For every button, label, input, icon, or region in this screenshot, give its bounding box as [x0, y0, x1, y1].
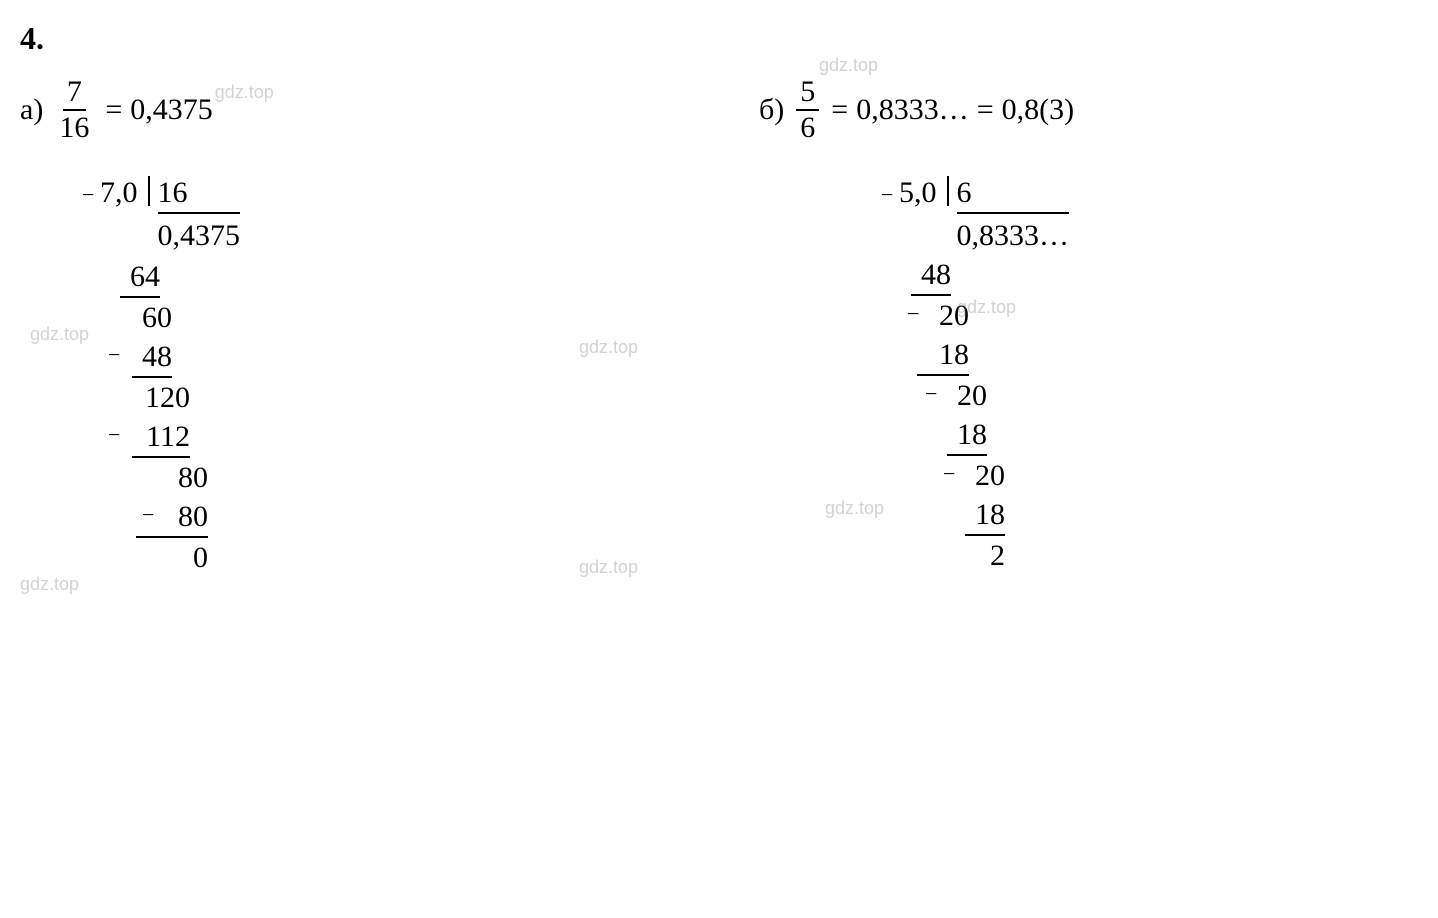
step-sub: 48	[911, 255, 951, 296]
watermark: gdz.top	[825, 497, 884, 520]
steps-a: 64 60	[100, 257, 160, 337]
result-b2: 0,8(3)	[1002, 93, 1074, 127]
step-group: 18	[899, 335, 969, 376]
divisor-block-a: 16 0,4375	[148, 173, 241, 255]
step-sub: 112	[132, 417, 190, 458]
minus-icon: −	[108, 341, 120, 370]
part-b-label: б)	[759, 93, 784, 127]
watermark: gdz.top	[30, 323, 89, 346]
minus-icon: −	[881, 181, 893, 210]
step-final: 2	[899, 536, 1005, 575]
ld-head-a: 7,0 16 0,4375	[100, 173, 679, 255]
result-a: 0,4375	[130, 93, 213, 127]
divisor-block-b: 6 0,8333…	[947, 173, 1070, 255]
fraction-a: 7 16	[55, 77, 93, 143]
result-b1: 0,8333…	[856, 93, 969, 127]
fraction-a-den: 16	[55, 111, 93, 143]
step-sub: 18	[965, 495, 1005, 536]
step-group: gdz.top 18	[899, 495, 1005, 536]
step-sub: 18	[917, 335, 969, 376]
equation-a: а) 7 16 = 0,4375 gdz.top	[20, 77, 679, 143]
long-division-b: − 5,0 6 0,8333… 48 − 20 gdz.top 18	[899, 173, 1418, 575]
long-division-a: − 7,0 16 0,4375 64 60 gdz.top −	[100, 173, 679, 577]
step-bring: 120	[100, 378, 190, 417]
equals-b2: =	[977, 93, 994, 127]
vbar-icon	[947, 176, 949, 206]
step-group: − 112	[100, 417, 190, 458]
step-final: 0	[100, 538, 208, 577]
step-group: − 48	[100, 337, 172, 378]
divisor-a: 16	[158, 173, 241, 214]
step-group: − 80	[100, 497, 208, 538]
bring-val: 20	[957, 379, 987, 412]
quotient-b: 0,8333…	[957, 216, 1070, 255]
step-bring: − 20	[899, 376, 987, 415]
quotient-a: 0,4375	[158, 216, 241, 255]
dividend-b: 5,0	[899, 173, 947, 212]
watermark: gdz.top	[819, 55, 878, 76]
fraction-b-den: 6	[796, 111, 819, 143]
minus-icon: −	[943, 460, 955, 489]
step-group: 48	[899, 255, 951, 296]
equation-b: б) 5 6 = 0,8333… = 0,8(3)	[759, 77, 1418, 143]
vbar-icon	[148, 176, 150, 206]
minus-icon: −	[907, 300, 919, 329]
bring-val: 20	[939, 299, 969, 332]
equals-a: =	[105, 93, 122, 127]
step-group: 18	[899, 415, 987, 456]
equals-b1: =	[831, 93, 848, 127]
fraction-b: 5 6	[796, 77, 819, 143]
part-a-label: а)	[20, 93, 43, 127]
divisor-b: 6	[957, 173, 1070, 214]
minus-icon: −	[108, 421, 120, 450]
step-sub: 18	[947, 415, 987, 456]
step-bring: 60	[142, 301, 172, 334]
minus-icon: −	[82, 181, 94, 210]
step-bring: − 20	[899, 456, 1005, 495]
fraction-b-num: 5	[796, 77, 819, 111]
dividend-a: 7,0	[100, 173, 148, 212]
watermark: gdz.top	[215, 82, 274, 103]
problem-number: 4.	[20, 20, 1418, 57]
step-bring: − 20 gdz.top	[899, 296, 969, 335]
minus-icon: −	[142, 501, 154, 530]
watermark: gdz.top	[20, 573, 79, 596]
step-bring: 80	[100, 458, 208, 497]
ld-head-b: 5,0 6 0,8333…	[899, 173, 1418, 255]
step-sub: 48	[132, 337, 172, 378]
fraction-a-num: 7	[63, 77, 86, 111]
column-a: а) 7 16 = 0,4375 gdz.top − 7,0 16 0,4375	[20, 77, 679, 577]
minus-icon: −	[925, 380, 937, 409]
step-sub: 64	[120, 257, 160, 298]
column-b: gdz.top б) 5 6 = 0,8333… = 0,8(3) − 5,0 …	[759, 77, 1418, 577]
bring-val: 20	[975, 459, 1005, 492]
columns-wrapper: а) 7 16 = 0,4375 gdz.top − 7,0 16 0,4375	[20, 77, 1418, 577]
